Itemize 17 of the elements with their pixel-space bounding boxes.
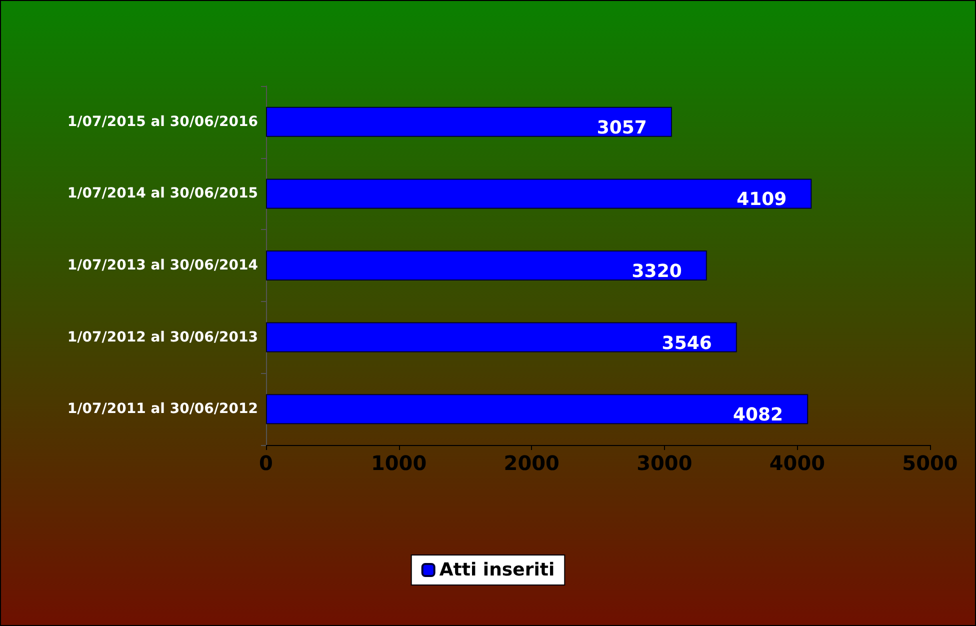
- data-label: 4109: [736, 189, 787, 210]
- y-tick-label: 1/07/2012 al 30/06/2013: [67, 329, 258, 346]
- data-label: 3057: [596, 117, 647, 138]
- legend-label: Atti inseriti: [439, 560, 555, 580]
- y-tick-label: 1/07/2014 al 30/06/2015: [67, 186, 258, 202]
- x-tick-label: 4000: [769, 451, 826, 475]
- y-tick-label: 1/07/2015 al 30/06/2016: [67, 114, 258, 130]
- x-tick-label: 2000: [504, 451, 560, 475]
- x-tick-label: 5000: [902, 451, 958, 475]
- data-label: 3320: [632, 261, 682, 282]
- x-tick-label: 3000: [636, 451, 692, 475]
- y-tick-label: 1/07/2013 al 30/06/2014: [67, 258, 258, 274]
- y-tick-label: 1/07/2011 al 30/06/2012: [67, 401, 258, 418]
- x-tick-label: 1000: [370, 451, 427, 475]
- data-label: 3546: [662, 332, 712, 354]
- x-tick-label: 0: [259, 451, 273, 475]
- data-label: 4082: [732, 404, 784, 426]
